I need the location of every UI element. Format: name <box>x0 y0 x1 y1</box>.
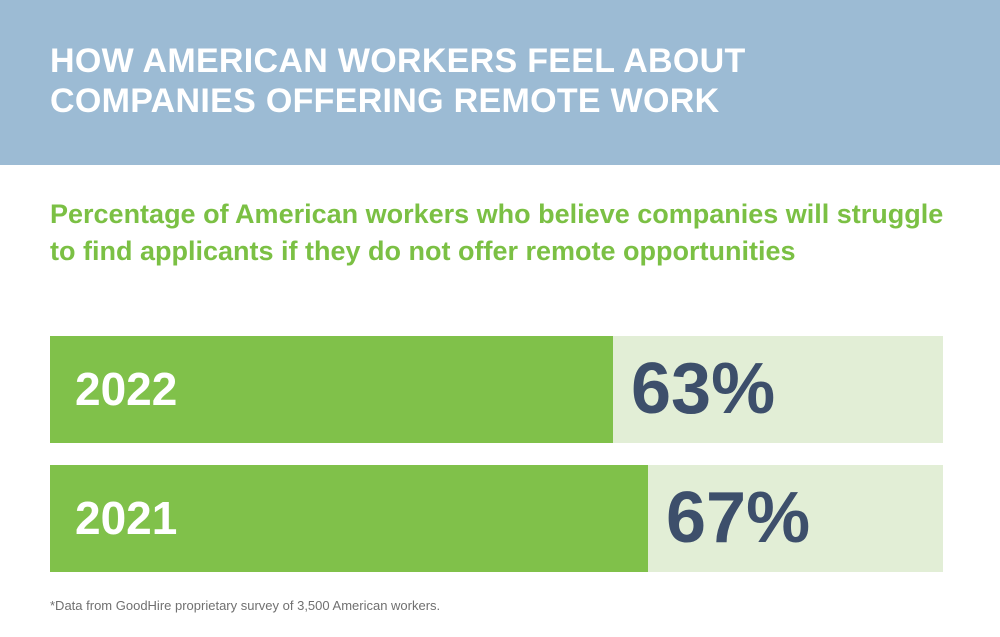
footnote: *Data from GoodHire proprietary survey o… <box>50 598 441 613</box>
bar-track: 2021 67% <box>50 465 943 572</box>
bar <box>50 465 648 572</box>
bar-value-label: 63% <box>631 349 776 429</box>
chart-title: Percentage of American workers who belie… <box>50 199 944 266</box>
bar-category-label: 2021 <box>75 492 178 544</box>
page-title: HOW AMERICAN WORKERS FEEL ABOUT COMPANIE… <box>50 42 746 120</box>
bar <box>50 336 613 443</box>
bar-track: 2022 63% <box>50 336 943 443</box>
bar-chart: 2022 63% 2021 67% <box>50 336 943 572</box>
bar-value-label: 67% <box>666 478 811 558</box>
bar-category-label: 2022 <box>75 363 178 415</box>
header-banner: HOW AMERICAN WORKERS FEEL ABOUT COMPANIE… <box>0 0 1000 165</box>
